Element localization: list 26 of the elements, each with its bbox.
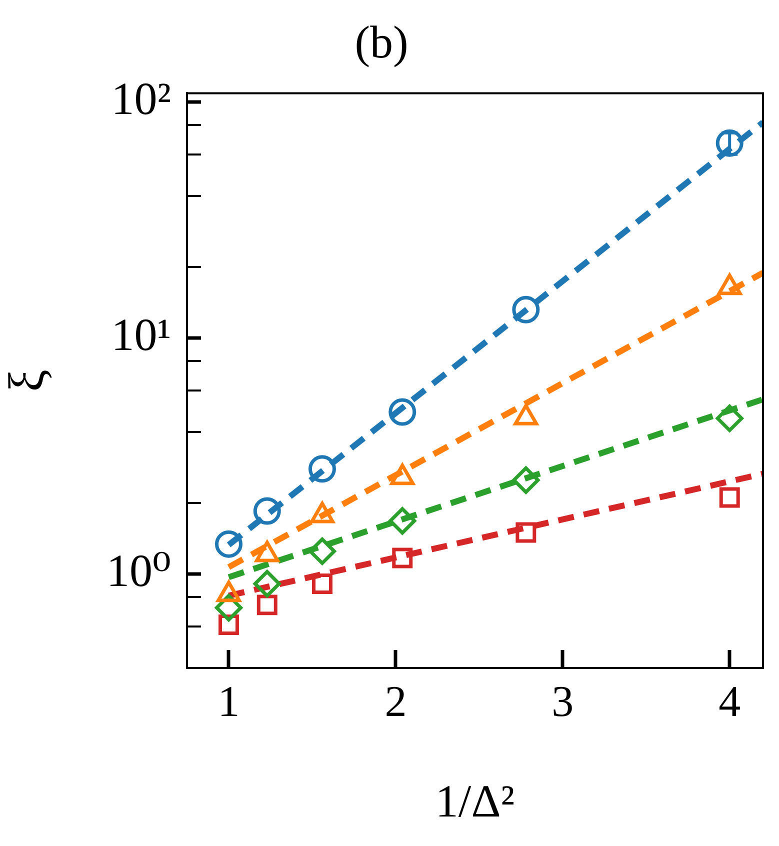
point — [312, 574, 332, 594]
point — [256, 594, 278, 616]
x-axis-title: 1/Δ² — [435, 775, 515, 826]
y-tick-label: 10² — [111, 73, 171, 124]
chart-title: (b) — [354, 16, 408, 68]
x-tick-label: 3 — [552, 676, 574, 726]
point — [308, 455, 336, 483]
point — [512, 296, 540, 324]
y-axis-title: ξ — [0, 369, 54, 392]
y-tick-label: 10⁰ — [106, 545, 171, 596]
y-tick-label: 10¹ — [111, 309, 171, 360]
x-tick-label: 1 — [218, 676, 240, 726]
point — [392, 548, 413, 568]
point — [516, 522, 536, 543]
point — [716, 404, 744, 432]
point — [512, 466, 540, 494]
x-tick-label: 2 — [384, 676, 407, 726]
point — [388, 398, 416, 426]
point — [253, 497, 281, 525]
point — [719, 487, 740, 508]
point — [308, 537, 336, 565]
x-tick-label: 4 — [718, 676, 741, 726]
point — [253, 570, 281, 598]
point — [388, 507, 416, 535]
point — [214, 530, 242, 558]
point — [716, 129, 744, 157]
